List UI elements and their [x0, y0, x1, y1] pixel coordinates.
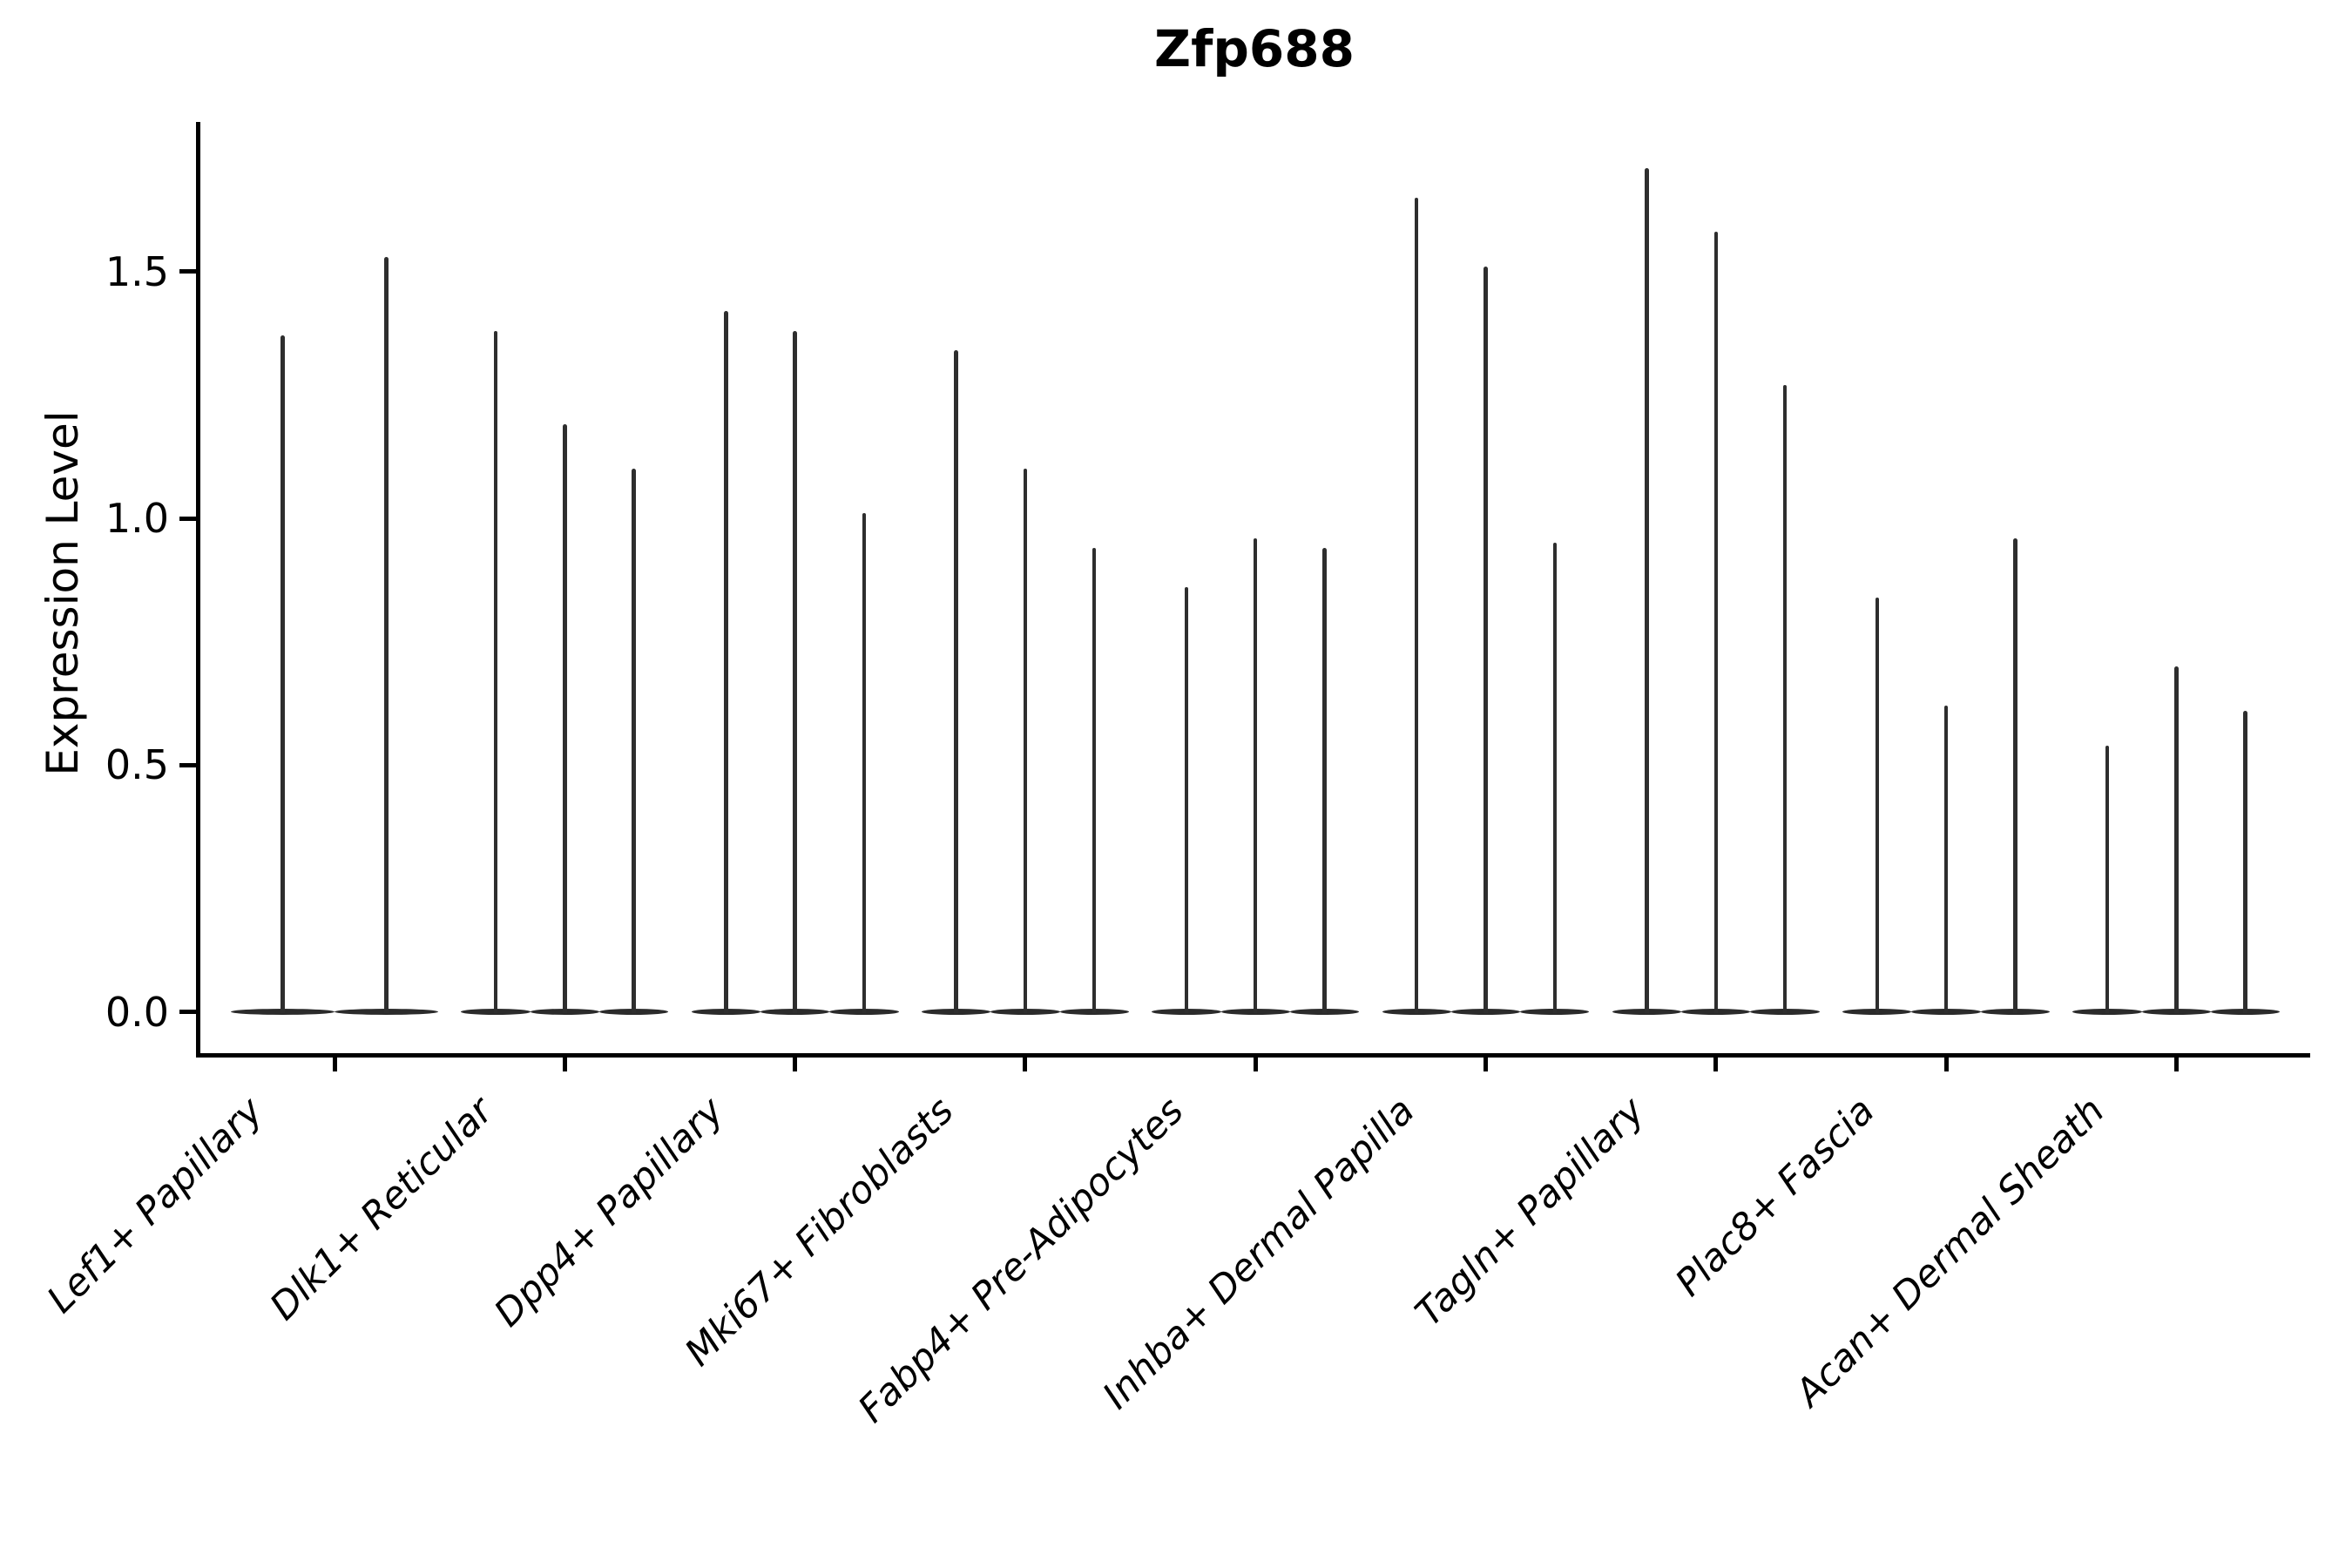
violin-spike — [1253, 537, 1258, 1014]
violin-spike — [1943, 706, 1949, 1014]
x-tick — [793, 1058, 798, 1071]
y-tick-label: 1.5 — [105, 247, 169, 295]
violin-spike — [1484, 267, 1488, 1014]
x-tick — [1713, 1058, 1719, 1071]
violin-spike — [862, 513, 867, 1014]
violin-spike — [632, 469, 636, 1014]
y-tick — [179, 269, 196, 274]
chart-title: Zfp688 — [1154, 19, 1355, 78]
violin-spike — [280, 335, 285, 1014]
violin-spike — [724, 311, 728, 1014]
violin-spike — [1645, 167, 1649, 1014]
x-tick — [1484, 1058, 1488, 1071]
x-tick — [1253, 1058, 1258, 1071]
violin-spike — [793, 330, 797, 1014]
y-tick-label: 0.5 — [105, 741, 169, 789]
violin-spike — [1023, 469, 1028, 1014]
x-tick — [332, 1058, 337, 1071]
violin-spike — [1782, 385, 1788, 1014]
violin-spike — [2243, 710, 2247, 1014]
violin-spike — [493, 330, 498, 1014]
y-tick-label: 0.0 — [105, 988, 169, 1036]
y-tick-label: 1.0 — [105, 495, 169, 542]
violin-spike — [1092, 547, 1097, 1014]
y-tick — [179, 762, 196, 767]
x-tick — [2173, 1058, 2179, 1071]
violin-spike — [384, 256, 389, 1014]
violin-spike — [1414, 197, 1419, 1014]
y-tick — [179, 516, 196, 521]
violin-spike — [2174, 666, 2179, 1014]
x-tick — [1943, 1058, 1949, 1071]
x-axis-spine — [196, 1053, 2310, 1058]
x-tick-label: Dlk1+ Reticular — [261, 1089, 502, 1329]
violin-spike — [2105, 745, 2110, 1014]
violin-spike — [1875, 597, 1880, 1014]
violin-spike — [1552, 543, 1558, 1014]
x-tick — [562, 1058, 567, 1071]
y-axis-spine — [196, 122, 200, 1058]
y-tick — [179, 1010, 196, 1014]
violin-spike — [1713, 232, 1719, 1014]
violin-spike — [1322, 547, 1327, 1014]
violin-spike — [954, 350, 958, 1014]
violin-spike — [1184, 587, 1189, 1014]
violin-spike — [563, 424, 567, 1014]
x-tick — [1023, 1058, 1028, 1071]
violin-spike — [2013, 537, 2017, 1014]
